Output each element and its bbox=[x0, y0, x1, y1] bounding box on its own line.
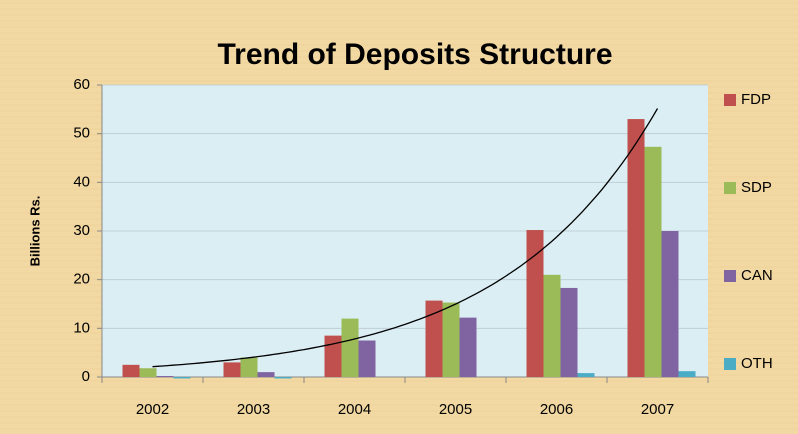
bar bbox=[425, 300, 443, 377]
bar bbox=[324, 335, 342, 377]
bar bbox=[560, 287, 578, 377]
y-tick-label: 60 bbox=[73, 76, 90, 93]
bar bbox=[274, 377, 292, 379]
bar bbox=[678, 371, 696, 377]
x-tick-label: 2003 bbox=[237, 401, 270, 418]
bar bbox=[240, 357, 258, 377]
y-tick-label: 10 bbox=[73, 319, 90, 336]
y-tick-label: 50 bbox=[73, 125, 90, 142]
x-tick-label: 2006 bbox=[540, 401, 573, 418]
bar bbox=[627, 119, 645, 378]
legend-swatch bbox=[724, 270, 736, 282]
bar bbox=[442, 302, 460, 377]
bar bbox=[459, 317, 477, 377]
legend-label: OTH bbox=[741, 355, 773, 372]
bar bbox=[543, 274, 561, 377]
bar bbox=[358, 340, 376, 377]
y-tick-label: 20 bbox=[73, 271, 90, 288]
bar bbox=[173, 377, 191, 379]
bar bbox=[661, 231, 679, 377]
bar bbox=[341, 318, 359, 377]
trendline bbox=[152, 108, 659, 368]
x-tick-label: 2005 bbox=[439, 401, 472, 418]
legend-swatch bbox=[724, 94, 736, 106]
bar bbox=[122, 364, 140, 377]
y-axis-label: Billions Rs. bbox=[27, 196, 42, 267]
y-tick-label: 40 bbox=[73, 173, 90, 190]
legend-label: FDP bbox=[741, 91, 771, 108]
bar bbox=[156, 376, 174, 377]
bar bbox=[577, 373, 595, 377]
legend-label: CAN bbox=[741, 267, 773, 284]
x-tick-label: 2004 bbox=[338, 401, 371, 418]
x-tick-label: 2007 bbox=[641, 401, 674, 418]
bar bbox=[526, 230, 544, 377]
y-tick-label: 30 bbox=[73, 222, 90, 239]
bar bbox=[644, 146, 662, 377]
bar bbox=[223, 362, 241, 377]
legend-label: SDP bbox=[741, 179, 772, 196]
bar bbox=[257, 372, 275, 377]
legend-swatch bbox=[724, 182, 736, 194]
legend-swatch bbox=[724, 358, 736, 370]
x-tick-label: 2002 bbox=[136, 401, 169, 418]
y-tick-label: 0 bbox=[82, 368, 90, 385]
bar bbox=[139, 368, 157, 377]
chart-title: Trend of Deposits Structure bbox=[217, 38, 612, 71]
